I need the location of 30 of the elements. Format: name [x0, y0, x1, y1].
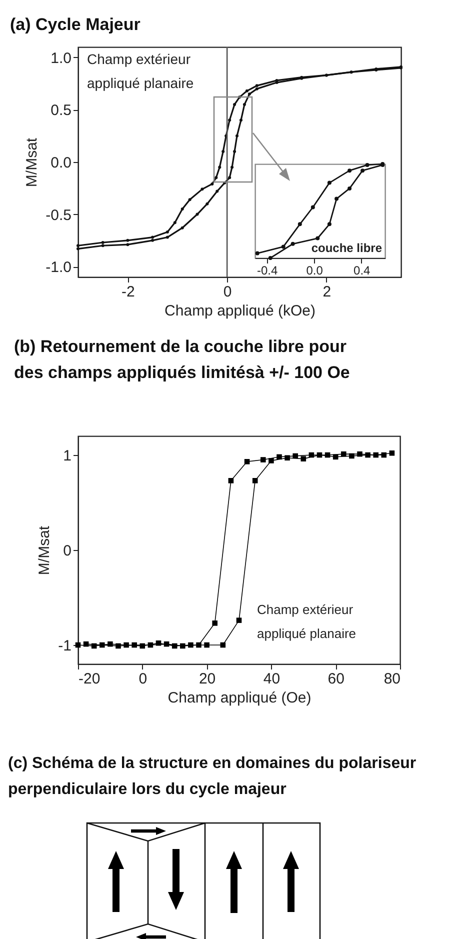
chart-title: (a) Cycle Majeur — [10, 14, 142, 36]
y-axis-title: M/Msat — [36, 525, 54, 576]
x-tick-label: -0.4 — [256, 264, 278, 278]
x-tick-label: 0 — [223, 284, 232, 300]
x-tick-label: 60 — [328, 670, 344, 688]
y-tick-label: -0.5 — [46, 206, 72, 224]
x-tick-label: 80 — [384, 670, 400, 688]
annotation: Champ extérieur appliqué planaire — [87, 51, 194, 91]
text: (c) Schéma de la structure en domaines du polariseur perpendiculaire lors du cycle majeur — [8, 754, 418, 800]
y-tick-label: 1 — [63, 448, 72, 464]
x-tick-label: 20 — [198, 670, 216, 688]
y-axis-title: M/Msat — [24, 137, 41, 188]
x-tick-label: 0 — [138, 670, 148, 688]
y-tick-label: 1.0 — [50, 50, 72, 67]
annotation: Champ extérieur appliqué planaire — [257, 602, 356, 641]
x-tick-label: -20 — [78, 670, 100, 688]
x-tick-label: 0.0 — [306, 264, 324, 278]
y-tick-label: 0.5 — [50, 102, 72, 120]
x-axis-title: Champ appliqué (kOe) — [164, 302, 316, 320]
y-tick-label: 0 — [63, 542, 72, 560]
y-tick-label: 0.0 — [50, 154, 72, 172]
annotation: couche libre — [311, 241, 382, 255]
x-tick-label: 0.4 — [354, 264, 371, 278]
x-tick-label: 2 — [322, 284, 332, 300]
y-tick-label: -1.0 — [46, 259, 72, 276]
x-axis-title: Champ appliqué (Oe) — [168, 690, 312, 706]
chart-title: (b) Retournement de la couche libre pour des champs appliqués limitésà +/- 100 Oe — [14, 336, 351, 384]
x-tick-label: -2 — [122, 284, 135, 300]
x-tick-label: 40 — [263, 670, 280, 688]
y-tick-label: -1 — [58, 638, 72, 654]
